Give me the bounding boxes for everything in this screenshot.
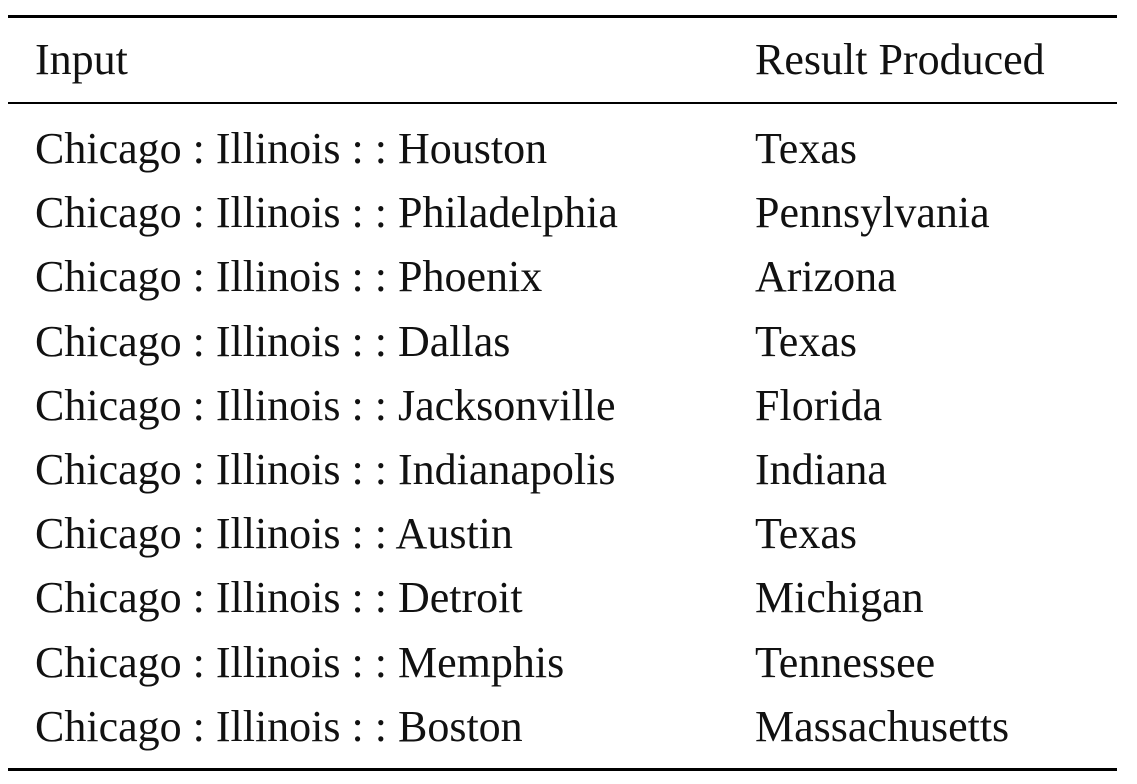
top-rule	[8, 15, 1117, 18]
table-cell: Chicago : Illinois : : Philadelphia	[35, 188, 618, 238]
table-cell: Pennsylvania	[755, 188, 990, 238]
mid-rule	[8, 102, 1117, 104]
table-cell: Chicago : Illinois : : Boston	[35, 701, 523, 751]
table-cell: Massachusetts	[755, 701, 1010, 751]
table-cell: Arizona	[755, 252, 897, 302]
table-cell: Chicago : Illinois : : Jacksonville	[35, 380, 616, 430]
table-cell: Texas	[755, 509, 857, 559]
table-cell: Florida	[755, 380, 883, 430]
table-cell: Texas	[755, 124, 857, 173]
header-cell: Input	[35, 35, 128, 84]
table-cell: Chicago : Illinois : : Houston	[35, 124, 548, 173]
table-cell: Tennessee	[755, 637, 936, 687]
header-cell: Result Produced	[755, 35, 1045, 84]
table-cell: Indiana	[755, 445, 887, 494]
table-cell: Chicago : Illinois : : Indianapolis	[35, 445, 616, 494]
table-cell: Chicago : Illinois : : Detroit	[35, 573, 523, 623]
table-cell: Michigan	[755, 573, 924, 623]
table-cell: Texas	[755, 316, 857, 366]
bottom-rule	[8, 768, 1117, 771]
table-cell: Chicago : Illinois : : Dallas	[35, 316, 511, 366]
table-cell: Chicago : Illinois : : Austin	[35, 509, 513, 559]
table-cell: Chicago : Illinois : : Memphis	[35, 637, 565, 687]
table-cell: Chicago : Illinois : : Phoenix	[35, 252, 543, 302]
